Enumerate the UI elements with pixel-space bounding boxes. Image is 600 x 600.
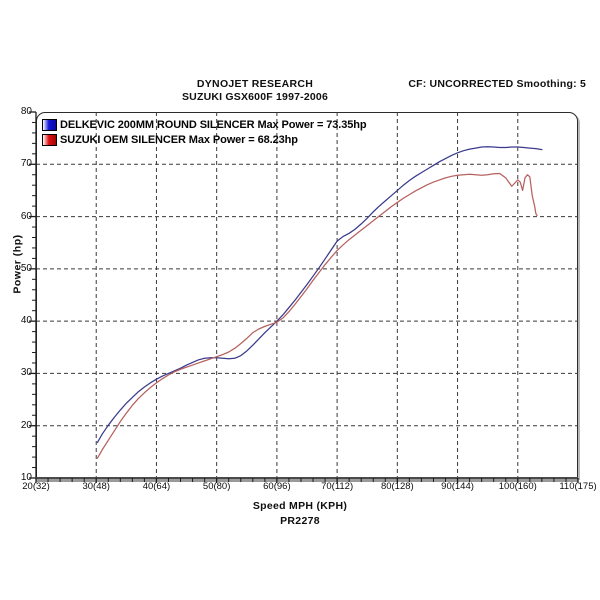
- x-tick-label: 70(112): [321, 481, 354, 492]
- vehicle-subtitle: SUZUKI GSX600F 1997-2006: [181, 91, 329, 103]
- y-tick-label: 20: [20, 419, 32, 431]
- curve-series-1: [96, 172, 538, 459]
- blue-gradient-swatch-icon: [42, 118, 57, 131]
- y-tick-label: 40: [20, 315, 32, 327]
- legend-label-suzuki-oem: SUZUKI OEM SILENCER Max Power = 68.23hp: [60, 133, 298, 146]
- y-tick-label: 50: [20, 262, 32, 274]
- power-curves: [96, 146, 543, 459]
- y-tick-label: 80: [20, 106, 32, 117]
- x-tick-label: 80(128): [380, 481, 414, 492]
- plot-frame: [36, 112, 578, 478]
- grid-lines: [36, 112, 578, 478]
- correction-info: CF: UNCORRECTED Smoothing: 5: [408, 78, 586, 90]
- x-tick-label: 30(48): [82, 481, 110, 492]
- y-axis-labels: 10 20 30 40 50 60 70 80: [0, 106, 600, 483]
- y-tick-label: 30: [20, 367, 32, 379]
- x-tick-label: 100(160): [498, 481, 537, 492]
- x-tick-label: 20(32): [22, 481, 50, 492]
- legend-label-delkevic: DELKEVIC 200MM ROUND SILENCER Max Power …: [60, 118, 367, 131]
- run-id-label: PR2278: [280, 515, 320, 527]
- y-tick-label: 10: [20, 472, 32, 483]
- x-axis-title: Speed MPH (KPH): [252, 500, 348, 512]
- red-gradient-swatch-icon: [42, 133, 57, 146]
- legend-item-suzuki-oem: SUZUKI OEM SILENCER Max Power = 68.23hp: [42, 132, 367, 147]
- x-tick-label: 50(80): [202, 481, 231, 492]
- curve-series-0: [96, 146, 543, 444]
- x-tick-label: 110(175): [559, 481, 597, 492]
- chart-plot-area: [36, 112, 578, 478]
- y-tick-label: 60: [20, 210, 32, 222]
- x-tick-label: 90(144): [441, 481, 474, 492]
- x-axis-labels: 20(32) 30(48) 40(64) 50(80) 60(96) 70(112) 80(…: [22, 481, 596, 497]
- x-tick-label: 40(64): [142, 481, 171, 492]
- chart-legend: DELKEVIC 200MM ROUND SILENCER Max Power …: [42, 117, 367, 147]
- legend-item-delkevic: DELKEVIC 200MM ROUND SILENCER Max Power …: [42, 117, 367, 132]
- y-tick-label: 70: [20, 158, 32, 170]
- x-tick-label: 60(96): [263, 481, 291, 492]
